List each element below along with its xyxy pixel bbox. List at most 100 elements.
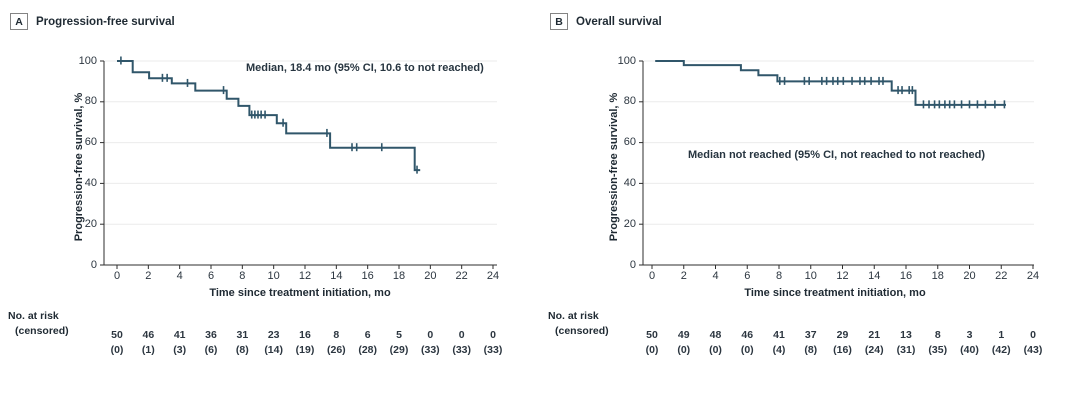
y-tick-label: 100 — [78, 54, 97, 67]
y-tick-label: 20 — [623, 217, 636, 230]
censored-count: (3) — [173, 344, 187, 356]
risk-count: 16 — [299, 329, 311, 341]
km-survival-curve — [655, 60, 1006, 106]
x-tick-label: 22 — [995, 270, 1008, 282]
censored-count: (40) — [960, 344, 979, 356]
censored-count: (6) — [204, 344, 218, 356]
risk-count: 49 — [677, 329, 690, 341]
km-plot-a — [100, 56, 497, 269]
x-tick-label: 16 — [361, 270, 374, 282]
risk-count: 0 — [1030, 329, 1036, 341]
x-tick-label: 14 — [330, 270, 343, 282]
censored-count: (42) — [991, 344, 1011, 356]
panel-a-median-annotation: Median, 18.4 mo (95% CI, 10.6 to not rea… — [246, 62, 484, 74]
x-tick-label: 8 — [775, 270, 783, 282]
risk-count: 6 — [364, 329, 371, 341]
panel-b-title: Overall survival — [576, 15, 662, 28]
censored-count: (33) — [420, 344, 440, 356]
x-tick-label: 12 — [298, 270, 312, 282]
censored-count: (0) — [740, 344, 754, 356]
x-tick-label: 24 — [486, 270, 500, 282]
risk-count: 50 — [646, 329, 658, 341]
x-tick-label: 24 — [1026, 270, 1040, 282]
risk-count: 37 — [804, 329, 817, 341]
censored-count: (31) — [896, 344, 916, 356]
risk-count: 46 — [741, 329, 754, 341]
censored-count: (33) — [483, 344, 503, 356]
risk-count: 41 — [173, 329, 186, 341]
risk-count: 8 — [934, 329, 941, 341]
censored-count: (26) — [326, 344, 346, 356]
x-tick-label: 10 — [804, 270, 817, 282]
panel-a-header: A Progression-free survival — [10, 13, 175, 30]
censored-count: (4) — [772, 344, 786, 356]
censored-count: (43) — [1023, 344, 1043, 356]
panel-a-title: Progression-free survival — [36, 15, 175, 28]
risk-count: 0 — [427, 329, 434, 341]
y-tick-label: 20 — [84, 217, 97, 230]
panel-b-median-annotation: Median not reached (95% CI, not reached … — [688, 149, 986, 161]
censored-count: (8) — [804, 344, 818, 356]
censored-count: (14) — [264, 344, 283, 356]
panel-b-letter-badge: B — [550, 13, 568, 30]
km-survival-curve — [117, 60, 421, 172]
panel-b-x-axis-label: Time since treatment initiation, mo — [744, 287, 926, 299]
x-tick-label: 2 — [145, 270, 152, 282]
y-tick-label: 100 — [617, 54, 636, 67]
risk-count: 3 — [966, 329, 973, 341]
panel-b-censored-header: (censored) — [555, 325, 609, 337]
x-tick-label: 20 — [963, 270, 976, 282]
x-tick-label: 0 — [648, 270, 656, 282]
risk-count: 48 — [709, 329, 722, 341]
risk-count: 1 — [998, 329, 1005, 341]
x-tick-label: 14 — [868, 270, 881, 282]
x-tick-label: 10 — [267, 270, 280, 282]
risk-count: 0 — [490, 329, 496, 341]
censored-count: (8) — [235, 344, 249, 356]
risk-count: 5 — [396, 329, 402, 341]
x-tick-label: 2 — [680, 270, 687, 282]
censored-count: (1) — [141, 344, 155, 356]
risk-count: 0 — [458, 329, 465, 341]
panel-a-risk-header: No. at risk — [8, 310, 59, 322]
y-tick-label: 0 — [90, 258, 97, 271]
censored-count: (33) — [452, 344, 472, 356]
censored-count: (0) — [110, 344, 124, 356]
panel-overall-survival: B Overall survival Progression-free surv… — [540, 0, 1080, 400]
censored-count: (24) — [864, 344, 884, 356]
x-tick-label: 18 — [392, 270, 406, 282]
y-tick-label: 80 — [623, 95, 636, 108]
risk-count: 31 — [236, 329, 249, 341]
x-tick-label: 20 — [424, 270, 437, 282]
risk-count: 36 — [205, 329, 217, 341]
censored-count: (28) — [358, 344, 378, 356]
panel-a-x-axis-label: Time since treatment initiation, mo — [209, 287, 391, 299]
risk-count: 29 — [836, 329, 849, 341]
censored-count: (16) — [833, 344, 852, 356]
y-tick-label: 80 — [84, 95, 97, 108]
censored-count: (19) — [295, 344, 315, 356]
x-tick-label: 18 — [931, 270, 944, 282]
y-tick-label: 40 — [623, 176, 636, 189]
panel-b-risk-header: No. at risk — [548, 310, 599, 322]
x-tick-label: 16 — [899, 270, 913, 282]
y-tick-label: 0 — [629, 258, 636, 271]
x-tick-label: 12 — [836, 270, 849, 282]
censored-count: (0) — [677, 344, 691, 356]
x-tick-label: 0 — [113, 270, 121, 282]
km-plot-b — [639, 60, 1034, 269]
panel-a-letter-badge: A — [10, 13, 28, 30]
risk-count: 8 — [333, 329, 340, 341]
censored-count: (35) — [928, 344, 948, 356]
censored-count: (29) — [389, 344, 409, 356]
x-tick-label: 22 — [455, 270, 468, 282]
x-tick-label: 4 — [712, 270, 719, 282]
censored-count: (0) — [709, 344, 722, 356]
censored-count: (0) — [645, 344, 659, 356]
y-tick-label: 60 — [84, 136, 97, 149]
risk-count: 21 — [868, 329, 881, 341]
x-tick-label: 4 — [176, 270, 183, 282]
y-tick-label: 60 — [623, 136, 636, 149]
x-tick-label: 6 — [744, 270, 751, 282]
risk-count: 41 — [773, 329, 785, 341]
